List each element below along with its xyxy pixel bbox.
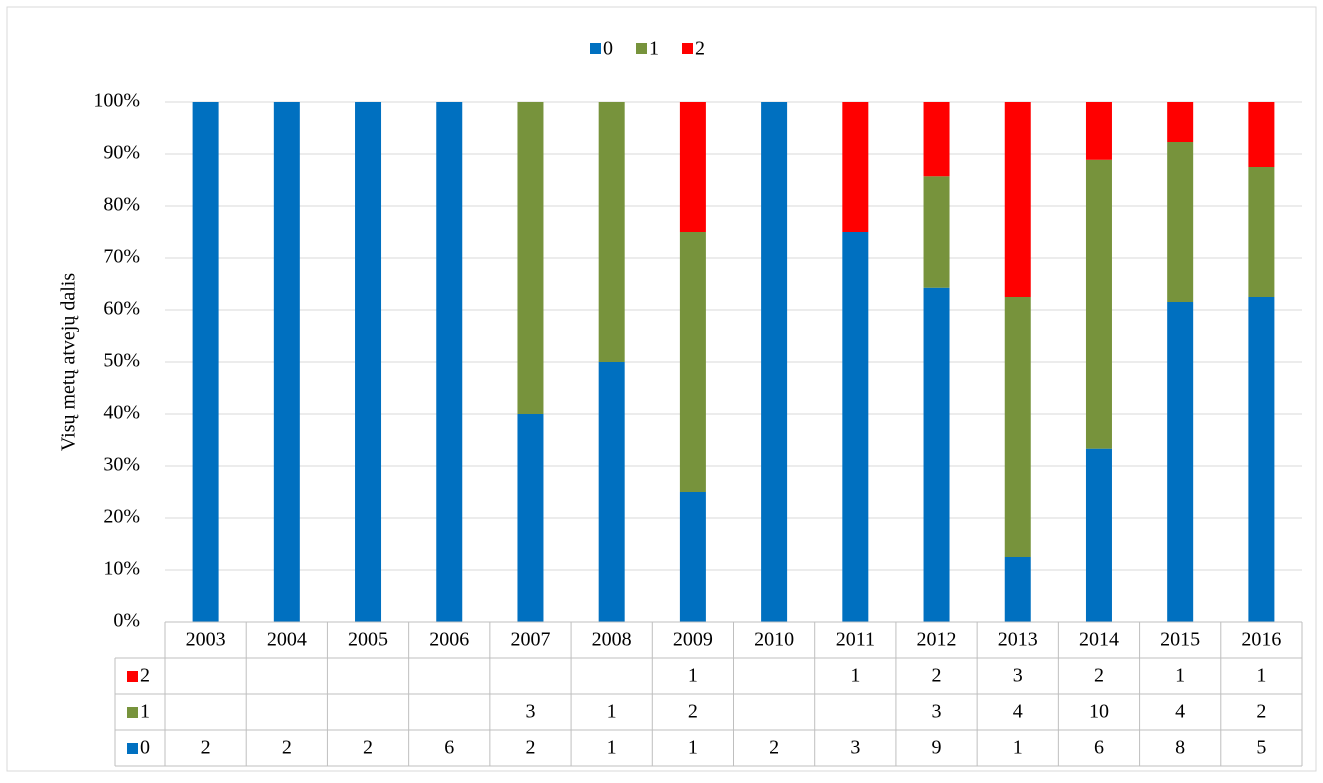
bar-segment: [1085, 159, 1112, 449]
table-cell: 5: [1256, 737, 1266, 759]
legend-swatch: [682, 43, 693, 54]
bar-segment: [273, 102, 300, 622]
legend-label: 2: [695, 38, 705, 60]
legend-label: 1: [649, 38, 659, 60]
table-cell: 1: [688, 737, 698, 759]
table-cell: 2: [201, 737, 211, 759]
legend-swatch: [590, 43, 601, 54]
bar-segment: [1248, 167, 1275, 297]
x-tick-label: 2004: [267, 629, 307, 651]
x-tick-label: 2012: [917, 629, 957, 651]
bar-segment: [517, 102, 544, 414]
table-cell: 3: [1013, 665, 1023, 687]
x-tick-label: 2008: [592, 629, 632, 651]
bar-segment: [842, 102, 869, 232]
x-tick-label: 2005: [348, 629, 388, 651]
table-legend-swatch: [127, 743, 138, 754]
bar-segment: [679, 492, 706, 622]
x-tick-label: 2011: [836, 629, 875, 651]
y-tick-label: 20%: [103, 506, 140, 528]
x-tick-label: 2009: [673, 629, 713, 651]
x-tick-label: 2007: [510, 629, 550, 651]
x-tick-label: 2010: [754, 629, 794, 651]
bar-segment: [1248, 297, 1275, 622]
bar-segment: [1085, 102, 1112, 160]
table-cell: 1: [1013, 737, 1023, 759]
y-axis-label: Visų metų atvejų dalis: [58, 273, 80, 451]
bar-segment: [1004, 297, 1031, 557]
bar-segment: [598, 102, 625, 362]
y-tick-label: 40%: [103, 402, 140, 424]
bar-segment: [436, 102, 463, 622]
x-tick-label: 2014: [1079, 629, 1119, 651]
y-tick-label: 100%: [93, 90, 140, 112]
table-cell: 3: [932, 701, 942, 723]
table-cell: 10: [1089, 701, 1109, 723]
bar-segment: [679, 102, 706, 232]
x-tick-label: 2003: [186, 629, 226, 651]
bar-segment: [923, 287, 950, 622]
bar-segment: [761, 102, 788, 622]
table-cell: 2: [525, 737, 535, 759]
bar-segment: [517, 414, 544, 622]
table-cell: 2: [688, 701, 698, 723]
table-row-label: 2: [140, 665, 150, 687]
y-tick-label: 50%: [103, 350, 140, 372]
table-legend-swatch: [127, 671, 138, 682]
table-cell: 6: [1094, 737, 1104, 759]
table-cell: 4: [1175, 701, 1185, 723]
table-legend-swatch: [127, 707, 138, 718]
bar-segment: [1004, 102, 1031, 297]
x-tick-label: 2015: [1160, 629, 1200, 651]
bar-segment: [598, 362, 625, 622]
bar-segment: [1085, 448, 1112, 622]
table-cell: 1: [1175, 665, 1185, 687]
legend-swatch: [636, 43, 647, 54]
y-tick-label: 10%: [103, 558, 140, 580]
bar-segment: [192, 102, 219, 622]
legend-label: 0: [603, 38, 613, 60]
table-cell: 1: [607, 737, 617, 759]
table-row-label: 1: [140, 701, 150, 723]
bar-segment: [355, 102, 382, 622]
y-tick-label: 0%: [113, 610, 140, 632]
y-tick-label: 30%: [103, 454, 140, 476]
table-cell: 1: [850, 665, 860, 687]
table-cell: 2: [769, 737, 779, 759]
bar-segment: [1004, 557, 1031, 622]
table-cell: 1: [1256, 665, 1266, 687]
y-tick-label: 60%: [103, 298, 140, 320]
table-cell: 4: [1013, 701, 1023, 723]
bar-segment: [1167, 102, 1194, 142]
table-cell: 6: [444, 737, 454, 759]
bar-segment: [1167, 302, 1194, 622]
x-tick-label: 2016: [1241, 629, 1281, 651]
bar-segment: [923, 176, 950, 288]
table-cell: 1: [607, 701, 617, 723]
bar-segment: [842, 232, 869, 622]
table-cell: 2: [932, 665, 942, 687]
table-cell: 3: [850, 737, 860, 759]
x-tick-label: 2006: [429, 629, 469, 651]
table-row-label: 0: [140, 737, 150, 759]
table-cell: 3: [525, 701, 535, 723]
y-tick-label: 90%: [103, 142, 140, 164]
table-cell: 8: [1175, 737, 1185, 759]
table-cell: 2: [363, 737, 373, 759]
bar-segment: [679, 232, 706, 492]
table-cell: 1: [688, 665, 698, 687]
y-tick-label: 70%: [103, 246, 140, 268]
bar-segment: [923, 102, 950, 177]
table-cell: 2: [282, 737, 292, 759]
table-cell: 2: [1094, 665, 1104, 687]
table-cell: 9: [932, 737, 942, 759]
table-cell: 2: [1256, 701, 1266, 723]
y-tick-label: 80%: [103, 194, 140, 216]
bar-segment: [1248, 102, 1275, 167]
x-tick-label: 2013: [998, 629, 1038, 651]
bar-segment: [1167, 142, 1194, 302]
